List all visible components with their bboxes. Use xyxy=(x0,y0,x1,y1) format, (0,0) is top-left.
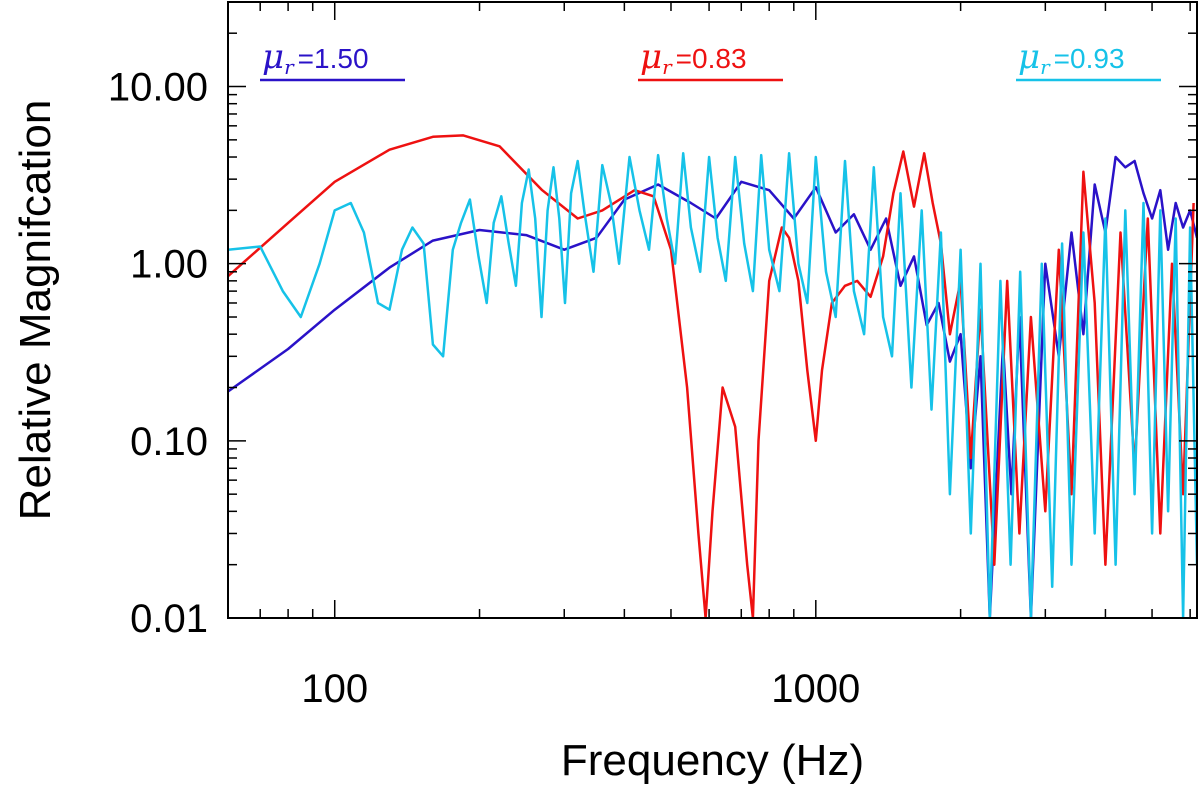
tick-labels: 100 1000 10.00 1.00 0.10 0.01 xyxy=(108,66,860,711)
axis-ticks xyxy=(227,1,1197,619)
plot-lines xyxy=(228,134,1197,618)
y-tick-label: 0.01 xyxy=(130,597,208,641)
x-axis-title: Frequency (Hz) xyxy=(561,736,864,785)
series-line-1 xyxy=(228,155,1197,618)
legend-entry-2: μr =0.83 xyxy=(638,37,783,82)
y-tick-label: 10.00 xyxy=(108,66,208,110)
legend: μr =1.50 μr =0.83 μr =0.93 xyxy=(260,37,1161,82)
y-tick-label: 1.00 xyxy=(130,243,208,287)
y-axis-title: Relative Magnifcation xyxy=(11,100,60,521)
series-line-3 xyxy=(228,152,1197,618)
plot-frame xyxy=(227,1,1198,619)
y-tick-label: 0.10 xyxy=(130,420,208,464)
legend-entry-3: μr =0.93 xyxy=(1016,37,1161,82)
legend-label: μr =0.83 xyxy=(640,37,747,79)
series-line-2 xyxy=(228,134,1195,618)
legend-label: μr =0.93 xyxy=(1018,37,1125,79)
legend-label: μr =1.50 xyxy=(262,37,369,79)
x-tick-label: 1000 xyxy=(771,667,860,711)
legend-entry-1: μr =1.50 xyxy=(260,37,405,82)
x-tick-label: 100 xyxy=(301,667,368,711)
